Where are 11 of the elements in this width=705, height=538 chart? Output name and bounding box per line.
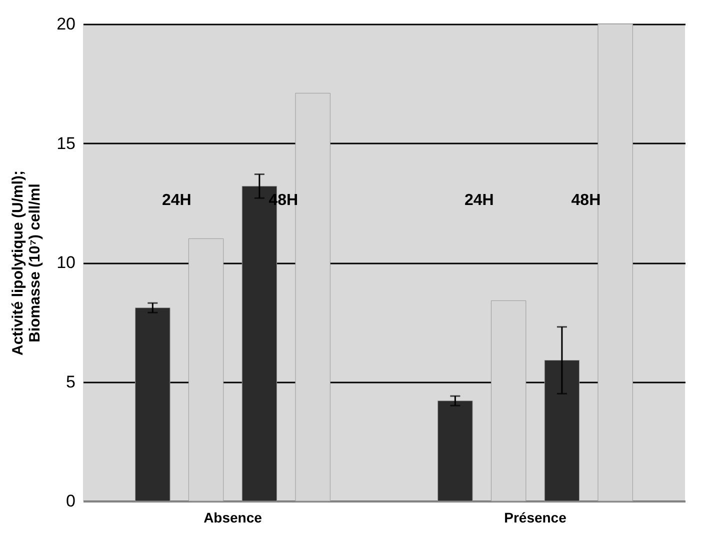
x-tick-label: Absence xyxy=(204,510,262,526)
annotation: 48H xyxy=(571,192,601,209)
y-axis-title: Activité lipolytique (U/ml); Biomasse (10⁷) cell/ml xyxy=(10,170,44,356)
y-tick-label: 10 xyxy=(56,253,76,272)
x-tick-label: Présence xyxy=(504,510,567,526)
y-tick-label: 5 xyxy=(66,372,76,392)
y-tick-label: 0 xyxy=(66,492,76,510)
y-tick-label: 20 xyxy=(56,14,76,34)
annotation: 24H xyxy=(162,192,192,209)
y-tick-label: 15 xyxy=(56,134,76,153)
annotation: 24H xyxy=(464,192,494,209)
